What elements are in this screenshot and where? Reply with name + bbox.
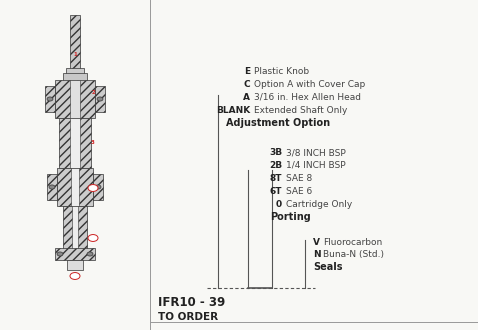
Bar [70,80,80,118]
Text: 6T: 6T [270,187,282,196]
Bar [72,206,78,250]
Bar [47,174,57,200]
Text: 1/4 INCH BSP: 1/4 INCH BSP [286,161,346,170]
Bar [63,206,87,250]
Text: N: N [313,250,321,259]
Text: E: E [244,67,250,76]
Bar [95,86,105,112]
Bar [55,248,95,260]
Text: 1: 1 [73,51,77,56]
Text: BLANK: BLANK [216,106,250,115]
Circle shape [49,185,55,189]
Text: 2: 2 [91,89,95,94]
Bar [66,68,84,76]
Text: 3/8 INCH BSP: 3/8 INCH BSP [286,148,346,157]
Text: Cartridge Only: Cartridge Only [286,200,352,209]
Text: 0: 0 [276,200,282,209]
Text: 3B: 3B [269,148,282,157]
Bar [63,73,87,81]
Bar [57,168,93,206]
Bar [67,260,83,270]
Text: SAE 6: SAE 6 [286,187,312,196]
Text: Plastic Knob: Plastic Knob [254,67,309,76]
Bar [59,118,91,168]
Circle shape [95,185,101,189]
Text: Porting: Porting [270,212,311,222]
Circle shape [57,252,63,256]
Bar [71,168,79,206]
Bar [45,86,55,112]
Text: Adjustment Option: Adjustment Option [226,118,330,128]
Text: C: C [243,80,250,89]
Text: 8T: 8T [270,174,282,183]
Text: IFR10 - 39: IFR10 - 39 [158,296,225,309]
Circle shape [88,184,98,191]
Bar [55,80,95,118]
Text: Extended Shaft Only: Extended Shaft Only [254,106,348,115]
Text: A: A [243,93,250,102]
Circle shape [47,97,53,101]
Text: V: V [313,238,320,247]
Circle shape [88,235,98,242]
Text: Option A with Cover Cap: Option A with Cover Cap [254,80,365,89]
Text: Fluorocarbon: Fluorocarbon [323,238,382,247]
Text: SAE 8: SAE 8 [286,174,312,183]
Text: TO ORDER: TO ORDER [158,312,218,322]
Circle shape [87,252,93,256]
Text: 2B: 2B [269,161,282,170]
Text: Seals: Seals [313,262,343,272]
Bar [70,118,80,168]
Bar [70,15,80,70]
Text: 3: 3 [91,140,95,145]
Text: Buna-N (Std.): Buna-N (Std.) [323,250,384,259]
Circle shape [97,97,103,101]
Circle shape [70,273,80,280]
Bar [93,174,103,200]
Text: 3/16 in. Hex Allen Head: 3/16 in. Hex Allen Head [254,93,361,102]
